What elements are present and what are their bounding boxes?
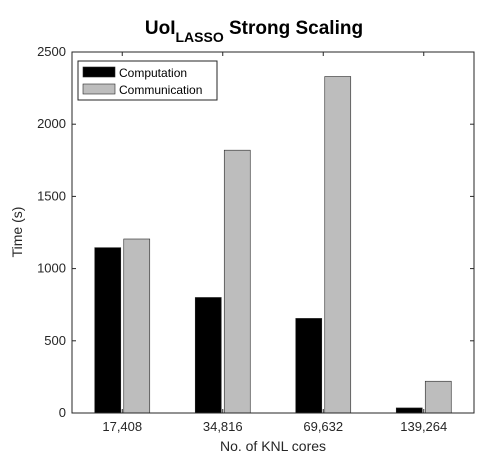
y-tick-label: 500 — [44, 333, 66, 348]
bar-communication — [223, 149, 251, 414]
bar-computation — [395, 407, 423, 414]
chart-title: UoILASSO Strong Scaling — [145, 18, 363, 45]
y-tick-label: 0 — [59, 405, 66, 420]
legend-swatch-communication — [82, 83, 116, 95]
bars-group — [94, 76, 452, 414]
y-tick-label: 2500 — [37, 44, 66, 59]
y-tick-label: 2000 — [37, 116, 66, 131]
y-tick-label: 1500 — [37, 188, 66, 203]
legend-swatch-computation — [82, 66, 116, 78]
bar-computation — [194, 297, 222, 414]
legend: Computation Communication — [77, 60, 218, 101]
x-tick-label: 34,816 — [203, 419, 243, 434]
legend-label-computation: Computation — [119, 66, 187, 80]
x-tick-label: 17,408 — [102, 419, 142, 434]
bar-communication — [424, 380, 452, 414]
x-axis-ticks: 17,408 34,816 69,632 139,264 — [102, 52, 447, 434]
x-axis-label: No. of KNL cores — [220, 438, 326, 454]
y-axis-label: Time (s) — [9, 207, 25, 258]
x-tick-label: 139,264 — [400, 419, 447, 434]
bar-communication — [324, 76, 352, 414]
bar-computation — [94, 247, 122, 414]
x-tick-label: 69,632 — [303, 419, 343, 434]
bar-communication — [123, 238, 151, 414]
plot-frame — [71, 51, 475, 414]
y-axis-ticks: 0 500 1000 1500 2000 2500 — [37, 44, 474, 420]
y-tick-label: 1000 — [37, 261, 66, 276]
bar-computation — [295, 318, 323, 414]
legend-label-communication: Communication — [119, 83, 202, 97]
